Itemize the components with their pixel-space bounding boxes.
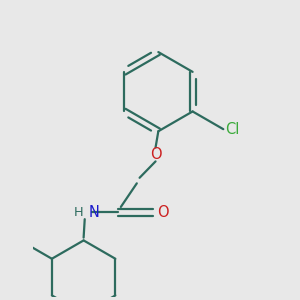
Text: O: O [157, 205, 168, 220]
Text: H: H [74, 206, 84, 219]
Text: N: N [88, 205, 100, 220]
Text: O: O [150, 147, 161, 162]
Text: Cl: Cl [226, 122, 240, 137]
